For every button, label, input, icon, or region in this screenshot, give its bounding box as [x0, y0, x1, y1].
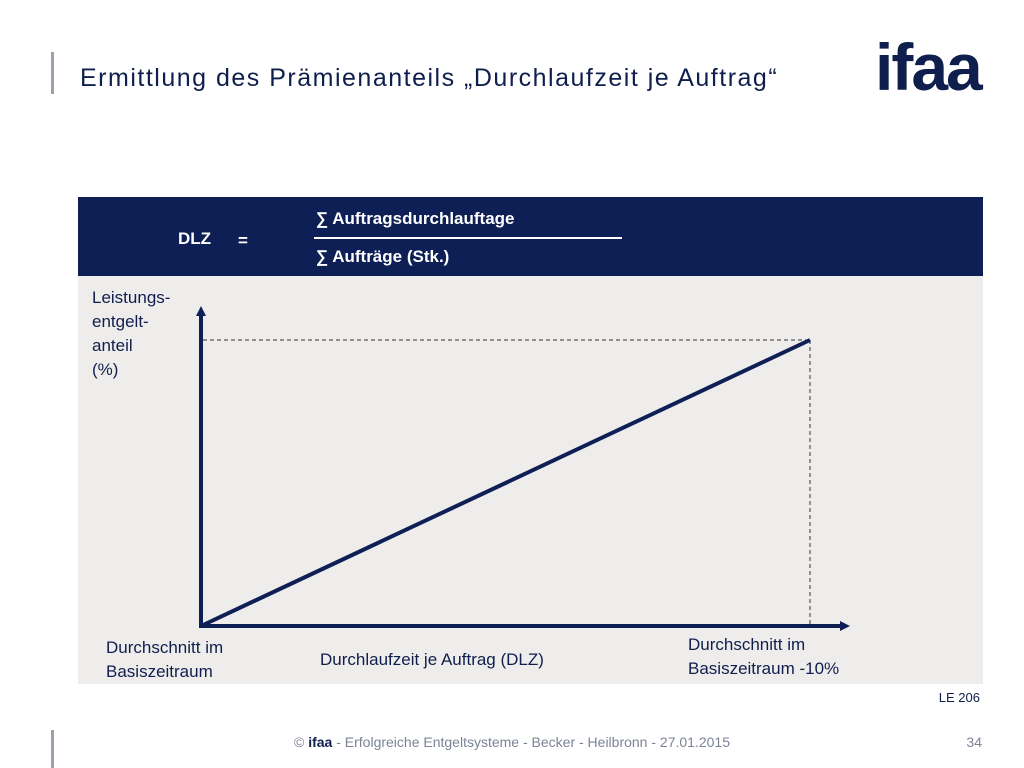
- performance-line: [200, 338, 811, 628]
- formula-equals: =: [238, 231, 248, 250]
- x-axis-label: Durchlaufzeit je Auftrag (DLZ): [320, 650, 544, 669]
- reference-code: LE 206: [938, 690, 980, 705]
- title-accent-bar: [51, 52, 54, 94]
- diagram-panel: [78, 276, 983, 684]
- formula-band: DLZ = ∑ Auftragsdurchlauftage ∑ Aufträge…: [78, 197, 983, 276]
- slide-title: Ermittlung des Prämienanteils „Durchlauf…: [80, 64, 779, 92]
- footer-accent-bar: [51, 730, 54, 768]
- fraction-bar: [314, 237, 622, 239]
- formula-lhs: DLZ: [178, 229, 212, 248]
- footer-brand: ifaa: [308, 734, 333, 750]
- x-start-label: Durchschnitt im Basiszeitraum: [106, 638, 224, 681]
- formula-denominator: ∑ Aufträge (Stk.): [316, 247, 450, 266]
- y-axis-label: Leistungs- entgelt- anteil (%): [92, 288, 171, 379]
- footer-copyright: ©: [294, 734, 309, 750]
- formula-numerator: ∑ Auftragsdurchlauftage: [316, 209, 515, 228]
- ifaa-logo: ifaa: [875, 30, 983, 104]
- footer: © ifaa - Erfolgreiche Entgeltsysteme - B…: [0, 734, 1024, 750]
- footer-text: - Erfolgreiche Entgeltsysteme - Becker -…: [332, 734, 730, 750]
- diagram-svg: [196, 306, 850, 631]
- x-end-label: Durchschnitt im Basiszeitraum -10%: [688, 635, 840, 678]
- page-number: 34: [966, 734, 982, 750]
